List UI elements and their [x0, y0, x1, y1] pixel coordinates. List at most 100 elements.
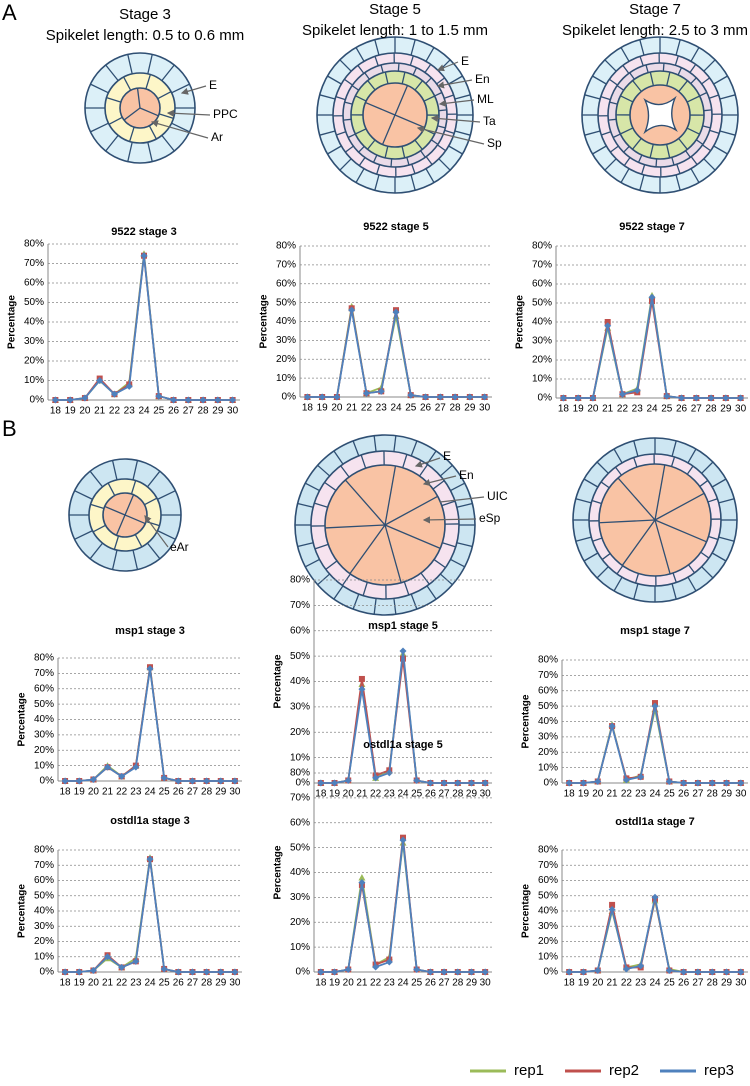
- y-tick-label: 60%: [532, 279, 552, 290]
- legend: rep1 rep2 rep3: [470, 1062, 734, 1079]
- cell-wall: [662, 63, 665, 72]
- cell-wall: [394, 114, 425, 129]
- cell-wall: [111, 549, 118, 570]
- x-tick-label: 22: [116, 787, 128, 798]
- x-tick-label: 19: [74, 978, 86, 989]
- marker: [118, 772, 126, 780]
- cell-wall: [699, 479, 709, 487]
- series-line: [563, 300, 741, 399]
- x-tick-label: 30: [227, 406, 239, 417]
- marker: [678, 394, 686, 402]
- cell-label: E: [461, 54, 469, 68]
- cell-wall: [631, 138, 642, 150]
- cell-wall: [632, 80, 642, 92]
- cell-wall: [703, 109, 712, 112]
- marker: [217, 777, 225, 785]
- cell-wall: [414, 80, 424, 91]
- cell-wall: [145, 74, 151, 90]
- marker: [440, 968, 448, 976]
- y-tick-label: 10%: [538, 951, 558, 962]
- y-tick-label: 30%: [538, 732, 558, 743]
- arrow: [439, 496, 485, 503]
- marker: [174, 777, 182, 785]
- cell-wall: [456, 542, 473, 548]
- x-tick-label: 19: [578, 978, 590, 989]
- cell-wall: [583, 478, 599, 488]
- cell-wall: [613, 448, 623, 464]
- x-tick-label: 29: [212, 406, 224, 417]
- y-tick-label: 60%: [538, 685, 558, 696]
- x-tick-label: 24: [144, 787, 156, 798]
- marker: [737, 779, 745, 787]
- cell-wall: [136, 88, 141, 109]
- marker: [622, 965, 630, 973]
- cell-wall: [146, 470, 161, 488]
- cell-wall: [439, 573, 453, 586]
- cell-wall: [456, 502, 473, 508]
- marker: [737, 968, 745, 976]
- line-chart: 9522 stage 3 Percentage 0% 10% 20% 30% 40% 50% 6…: [7, 226, 240, 417]
- cell-wall: [411, 164, 416, 174]
- cell-wall: [620, 47, 630, 62]
- cell-wall: [690, 77, 697, 85]
- stage-length: Spikelet length: 0.5 to 0.6 mm: [46, 27, 244, 44]
- cell-wall: [709, 94, 719, 99]
- series-line: [55, 255, 233, 401]
- cell-wall: [425, 168, 435, 183]
- chart-title: msp1 stage 7: [620, 625, 690, 637]
- cell-wall: [113, 535, 120, 550]
- x-tick-label: 25: [664, 978, 676, 989]
- x-tick-label: 25: [661, 404, 673, 415]
- cell-wall: [333, 585, 344, 600]
- cell-wall: [699, 91, 708, 97]
- x-tick-label: 20: [331, 403, 343, 414]
- arrow: [416, 125, 485, 145]
- marker: [203, 968, 211, 976]
- cell-wall: [690, 47, 700, 62]
- cell-wall: [609, 101, 618, 105]
- cell-wall: [124, 514, 146, 525]
- x-tick-label: 27: [187, 978, 199, 989]
- arrow: [144, 515, 169, 548]
- y-tick-label: 40%: [24, 317, 44, 328]
- cell-wall: [620, 127, 634, 135]
- x-tick-label: 19: [578, 789, 590, 800]
- x-tick-label: 21: [94, 406, 106, 417]
- y-tick-label: 10%: [24, 375, 44, 386]
- x-tick-label: 23: [632, 404, 644, 415]
- x-tick-label: 18: [60, 978, 72, 989]
- cell-wall: [123, 107, 141, 121]
- cell-wall: [654, 519, 707, 543]
- marker: [331, 968, 339, 976]
- cell-label: eAr: [170, 540, 189, 554]
- cell-wall: [633, 440, 639, 457]
- marker: [344, 966, 352, 974]
- y-tick-label: 0%: [296, 967, 311, 978]
- cell-wall: [355, 168, 365, 183]
- cell-wall: [410, 39, 416, 56]
- line-chart: msp1 stage 5 Percentage 0% 10% 20% 30% 40% 50% 6…: [273, 575, 492, 800]
- marker: [184, 396, 192, 404]
- cell-wall: [367, 80, 376, 91]
- y-tick-label: 10%: [538, 762, 558, 773]
- marker: [89, 775, 97, 783]
- y-tick-label: 20%: [276, 354, 296, 365]
- marker: [426, 968, 434, 976]
- cell-wall: [433, 559, 446, 569]
- x-tick-label: 20: [343, 789, 355, 800]
- cell-label: Ar: [211, 130, 223, 144]
- marker: [637, 773, 645, 781]
- cell-wall: [373, 598, 377, 615]
- x-tick-label: 27: [439, 978, 451, 989]
- marker: [358, 675, 365, 682]
- legend-label: rep3: [704, 1062, 734, 1079]
- cell-wall: [362, 582, 368, 596]
- chart-title: msp1 stage 5: [368, 620, 438, 632]
- series-line: [563, 295, 741, 399]
- y-tick-label: 0%: [296, 778, 311, 789]
- cell-wall: [393, 598, 397, 615]
- cell-wall: [609, 145, 619, 153]
- y-tick-label: 80%: [538, 845, 558, 856]
- marker: [708, 968, 716, 976]
- cell-wall: [384, 146, 389, 159]
